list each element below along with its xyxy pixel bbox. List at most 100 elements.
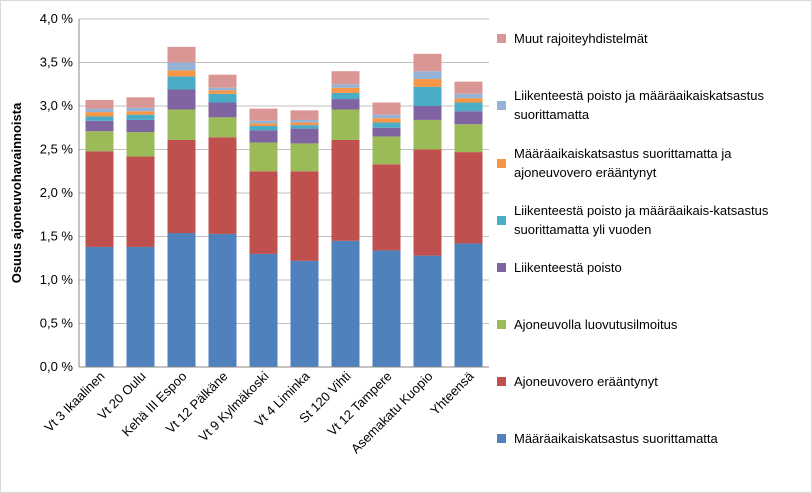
bar-segment [331,71,360,85]
y-tick-label: 1,0 % [40,272,74,287]
bar-segment [167,76,196,90]
bar-segment [454,243,483,367]
x-tick-label: Yhteensä [427,368,477,418]
bar-segment [372,164,401,251]
bar-segment [249,120,278,124]
bar-segment [413,53,442,72]
bar-segment [454,93,483,99]
bar-segment [413,255,442,367]
bar-segment [126,246,155,367]
y-tick-label: 3,5 % [40,55,74,70]
bar-segment [85,120,114,132]
legend-label: Ajoneuvolla luovutusilmoitus [514,317,678,332]
bar-segment [126,132,155,157]
bar-segment [372,118,401,123]
bar-segment [249,253,278,367]
bar-segment [249,130,278,143]
bar-segment [249,126,278,131]
bar-segment [372,127,401,137]
bar-segment [167,109,196,140]
bar-segment [208,117,237,138]
bar-segment [290,119,319,123]
legend-entry: Liikenteestä poisto [497,258,797,277]
bar-segment [372,122,401,128]
legend-swatch [497,215,506,225]
bar-segment [454,102,483,112]
legend-entry: Liikenteestä poisto ja määräaikaiskatsas… [497,86,797,124]
y-tick-label: 1,5 % [40,229,74,244]
bar-segment [208,137,237,234]
legend-swatch [497,100,506,110]
bar-segment [454,111,483,125]
bar-segment [454,152,483,244]
bar-segment [331,92,360,100]
legend-label: Määräaikaiskatsastus suorittamatta [514,431,718,446]
legend-swatch [497,34,506,43]
bar-segment [85,131,114,152]
bar-segment [290,260,319,367]
bar-segment [372,136,401,165]
bar-segment [454,124,483,153]
bar-segment [167,70,196,77]
bar-segment [290,122,319,126]
bar-segment [85,246,114,367]
legend-entry: Määräaikaiskatsastus suorittamatta ja aj… [497,144,797,182]
legend-swatch [497,320,506,329]
bar-segment [413,149,442,256]
legend-swatch [497,263,506,272]
x-tick-label: Vt 9 Kylmäkoski [196,368,272,444]
x-tick-label: Vt 3 Ikaalinen [41,369,107,435]
bar-segment [167,233,196,367]
bar-segment [208,87,237,91]
bar-segment [208,74,237,88]
bar-segment [413,106,442,120]
bar-segment [85,116,114,121]
bar-segment [331,99,360,110]
bar-segment [413,79,442,87]
bar-segment [372,102,401,115]
bar-segment [85,112,114,117]
bar-segment [249,171,278,254]
y-tick-label: 3,0 % [40,98,74,113]
bar-segment [290,125,319,129]
legend-label: Muut rajoiteyhdistelmät [514,31,648,46]
bar-segment [167,89,196,110]
bar-segment [126,107,155,112]
bar-segment [85,151,114,247]
bar-segment [454,98,483,103]
bar-segment [167,46,196,63]
bar-segment [249,123,278,127]
y-axis-title: Osuus ajoneuvohavainnoista [9,102,24,283]
bar-segment [290,143,319,172]
bar-segment [208,90,237,94]
bar-segment [208,102,237,118]
y-tick-label: 0,0 % [40,359,74,374]
y-tick-label: 0,5 % [40,316,74,331]
bar-segment [126,156,155,247]
bar-segment [372,250,401,367]
legend-swatch [497,434,506,443]
bar-segment [167,139,196,234]
y-tick-label: 4,0 % [40,11,74,26]
bar-segment [290,171,319,261]
bar-segment [126,114,155,120]
legend-entry: Määräaikaiskatsastus suorittamatta [497,429,797,448]
legend-label: Liikenteestä poisto ja määräaikais-katsa… [514,203,769,237]
legend-entry: Ajoneuvovero erääntynyt [497,372,797,391]
bar-segment [126,111,155,115]
legend-label: Liikenteestä poisto [514,260,622,275]
legend-label: Liikenteestä poisto ja määräaikaiskatsas… [514,88,765,122]
bar-segment [85,99,114,109]
bar-segment [413,71,442,80]
bar-segment [208,93,237,103]
bar-segment [126,119,155,133]
bar-segment [290,110,319,120]
bar-segment [85,108,114,113]
bar-segment [331,84,360,88]
legend-label: Määräaikaiskatsastus suorittamatta ja aj… [514,146,732,180]
legend-swatch [497,158,506,168]
legend-label: Ajoneuvovero erääntynyt [514,374,658,389]
legend-entry: Muut rajoiteyhdistelmät [497,29,797,48]
bar-segment [454,81,483,94]
